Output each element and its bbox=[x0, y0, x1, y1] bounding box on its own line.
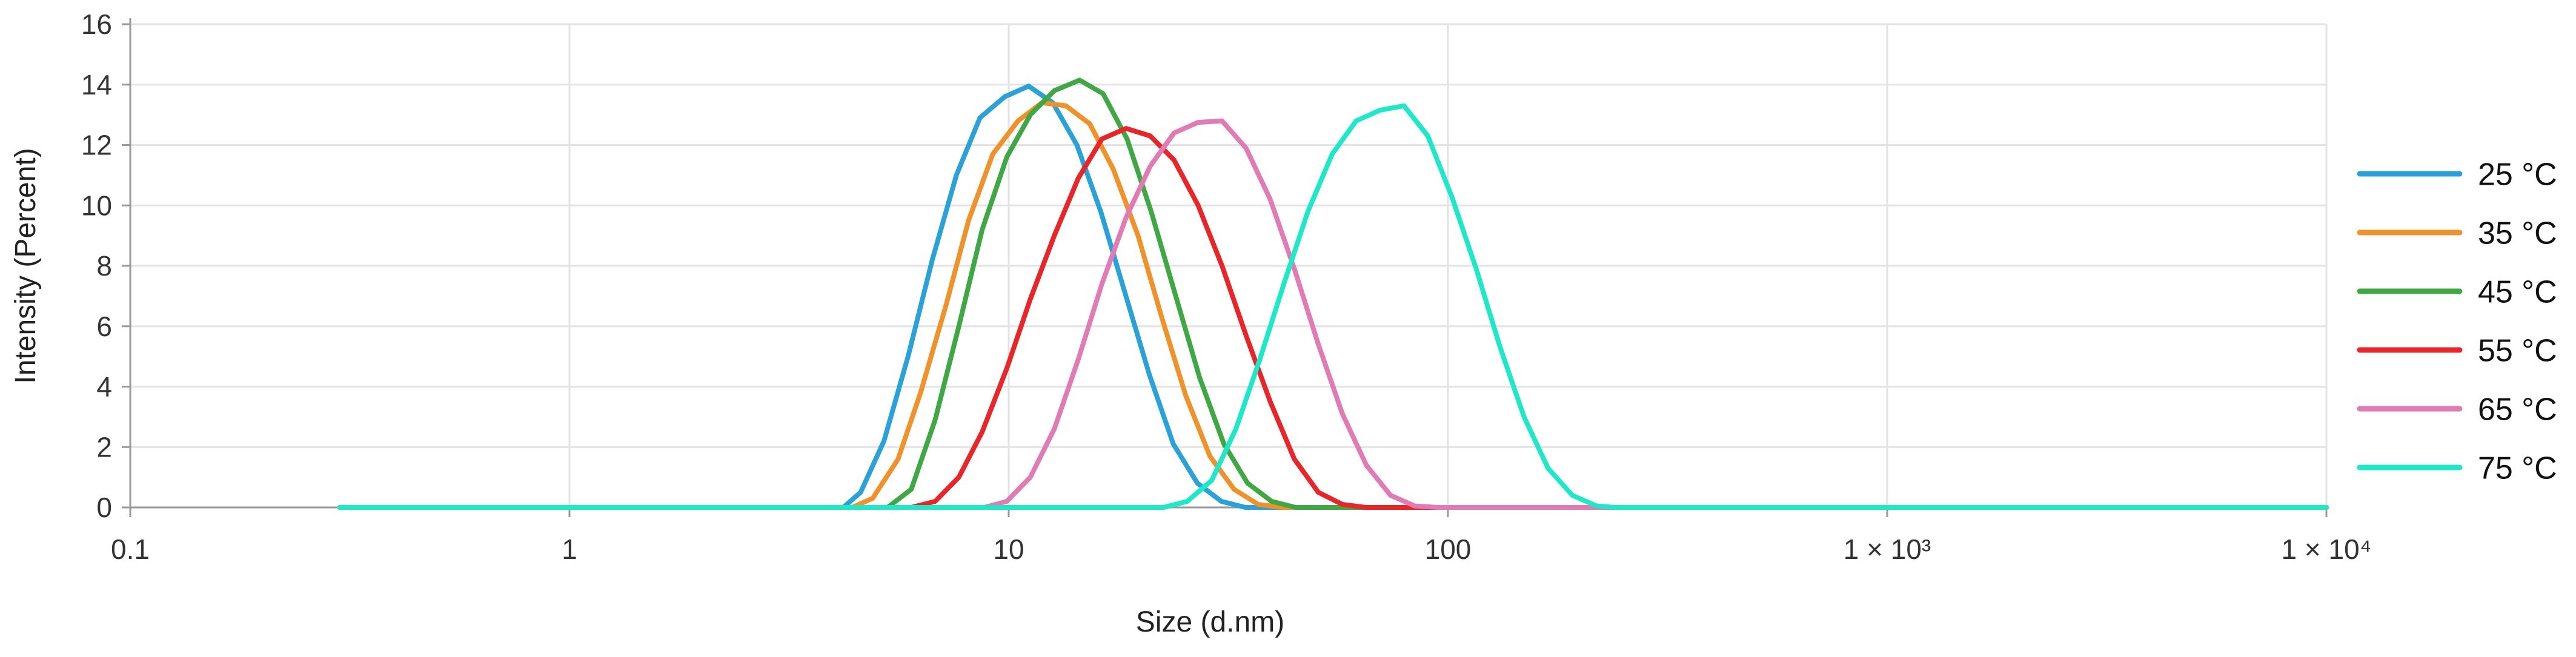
y-tick-label: 0 bbox=[96, 492, 112, 523]
legend-label-65-c: 65 °C bbox=[2478, 392, 2557, 428]
x-tick-label: 0.1 bbox=[111, 533, 150, 565]
series-line-75-c bbox=[337, 103, 2329, 510]
legend: 25 °C 35 °C 45 °C 55 °C 65 °C 75 °C bbox=[2357, 157, 2557, 486]
y-tick-label: 14 bbox=[81, 69, 112, 101]
y-tick-label: 6 bbox=[96, 311, 112, 342]
series-line-35-c bbox=[337, 100, 2329, 510]
x-tick-label: 1 × 10⁴ bbox=[2282, 533, 2372, 565]
y-tick-label: 16 bbox=[81, 8, 112, 40]
x-tick-label: 1 bbox=[562, 533, 577, 565]
y-tick-label: 8 bbox=[96, 250, 112, 282]
series-line-45-c bbox=[337, 78, 2329, 510]
legend-label-45-c: 45 °C bbox=[2478, 275, 2557, 310]
y-tick-label: 4 bbox=[96, 371, 112, 403]
legend-label-75-c: 75 °C bbox=[2478, 451, 2557, 486]
x-axis-title: Size (d.nm) bbox=[1136, 606, 1284, 638]
y-tick-label: 10 bbox=[81, 190, 112, 221]
y-tick-label: 12 bbox=[81, 130, 112, 161]
legend-label-35-c: 35 °C bbox=[2478, 216, 2557, 251]
x-tick-label: 1 × 10³ bbox=[1844, 533, 1931, 565]
series-line-65-c bbox=[337, 118, 2329, 510]
series-line-55-c bbox=[337, 126, 2329, 510]
y-tick-label: 2 bbox=[96, 431, 112, 463]
grid bbox=[130, 23, 2328, 507]
series-line-25-c bbox=[337, 84, 2329, 510]
legend-label-25-c: 25 °C bbox=[2478, 157, 2557, 193]
x-tick-label: 10 bbox=[993, 533, 1024, 565]
series-lines bbox=[337, 78, 2329, 510]
x-tick-label: 100 bbox=[1425, 533, 1472, 565]
legend-label-55-c: 55 °C bbox=[2478, 334, 2557, 369]
y-axis-title: Intensity (Percent) bbox=[10, 148, 42, 383]
